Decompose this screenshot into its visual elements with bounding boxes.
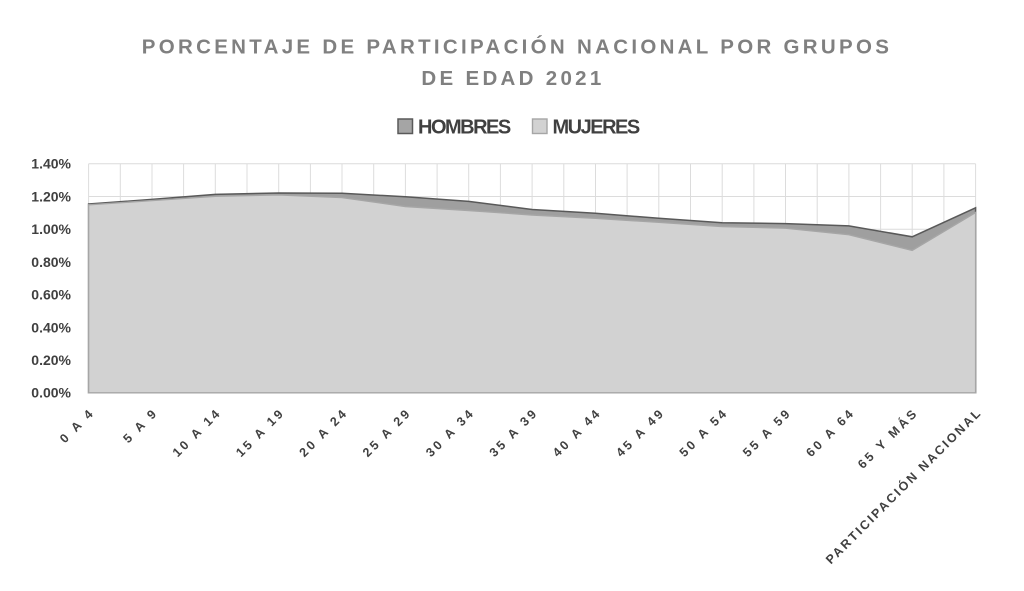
- svg-text:MUJERES: MUJERES: [553, 117, 640, 139]
- svg-text:1.40%: 1.40%: [31, 156, 71, 172]
- svg-text:0.60%: 0.60%: [31, 287, 71, 303]
- svg-text:PORCENTAJE DE PARTICIPACIÓN NA: PORCENTAJE DE PARTICIPACIÓN NACIONAL POR…: [142, 35, 892, 59]
- svg-text:0.80%: 0.80%: [31, 254, 71, 270]
- svg-text:0.20%: 0.20%: [31, 352, 71, 368]
- svg-text:1.00%: 1.00%: [31, 221, 71, 237]
- svg-text:1.20%: 1.20%: [31, 188, 71, 204]
- svg-text:0.00%: 0.00%: [31, 385, 71, 401]
- svg-text:HOMBRES: HOMBRES: [418, 117, 511, 139]
- svg-text:0.40%: 0.40%: [31, 319, 71, 335]
- svg-text:DE EDAD 2021: DE EDAD 2021: [421, 67, 604, 90]
